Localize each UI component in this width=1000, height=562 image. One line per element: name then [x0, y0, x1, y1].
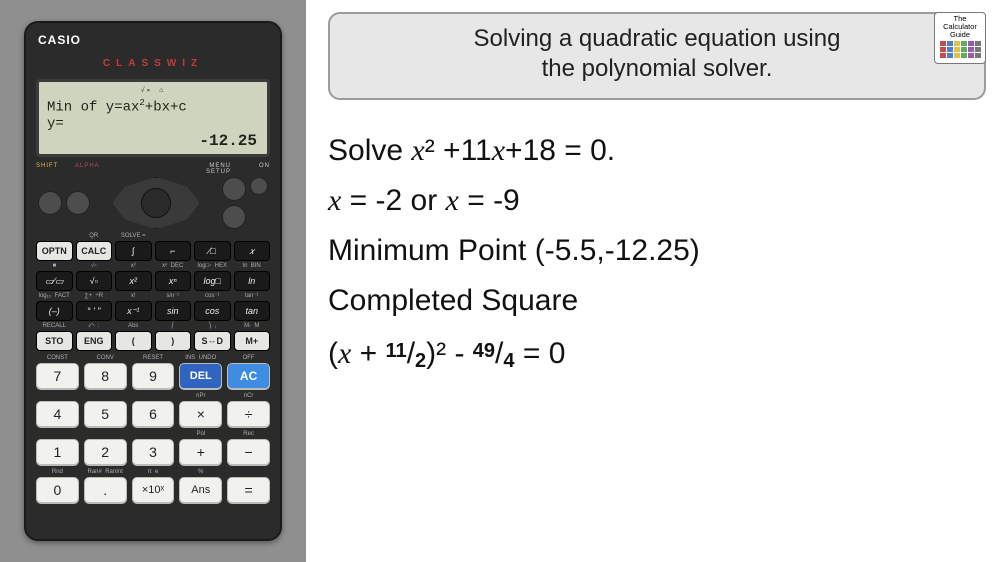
- nav-cluster: [36, 175, 270, 231]
- key-[interactable]: ÷: [227, 401, 270, 427]
- key-4[interactable]: 4: [36, 401, 79, 427]
- fn-key-eng[interactable]: ENG: [76, 331, 113, 351]
- shift-button[interactable]: [38, 191, 62, 215]
- top-btn-labels: SHIFT ALPHA MENU SETUP ON: [36, 163, 270, 175]
- key-[interactable]: =: [227, 477, 270, 503]
- fn-key-x[interactable]: x²: [115, 271, 152, 291]
- fn-key-ln[interactable]: ln: [234, 271, 271, 291]
- fn-key-x[interactable]: x⁻¹: [115, 301, 152, 321]
- key-5[interactable]: 5: [84, 401, 127, 427]
- fn-key-calc[interactable]: CALC: [76, 241, 113, 261]
- fn-key-[interactable]: ∫: [115, 241, 152, 261]
- fn-key-sto[interactable]: STO: [36, 331, 73, 351]
- fn-key-[interactable]: 𝑥: [234, 241, 271, 261]
- key-9[interactable]: 9: [132, 363, 175, 389]
- calculator-guide-logo: The Calculator Guide: [934, 12, 986, 64]
- key-[interactable]: .: [84, 477, 127, 503]
- fn-key-[interactable]: ° ʹ ʺ: [76, 301, 113, 321]
- key-8[interactable]: 8: [84, 363, 127, 389]
- brand-label: CASIO: [38, 33, 81, 47]
- fn-key-[interactable]: ⁄□: [194, 241, 231, 261]
- fn-key-[interactable]: ): [155, 331, 192, 351]
- label-shift: SHIFT: [36, 163, 75, 175]
- logo-l3: Guide: [950, 31, 970, 39]
- key-1[interactable]: 1: [36, 439, 79, 465]
- key-del[interactable]: DEL: [179, 363, 222, 389]
- brand-row: CASIO: [36, 31, 270, 47]
- lcd-screen: √▸ ⌂ Min of y=ax2+bx+c y= -12.25: [36, 79, 270, 157]
- problem-line: Solve x² +11x+18 = 0.: [328, 126, 986, 176]
- fn-key-[interactable]: ▭⁄▭: [36, 271, 73, 291]
- title-box: Solving a quadratic equation using the p…: [328, 12, 986, 100]
- label-menu: MENU SETUP: [192, 163, 231, 175]
- completed-square-eq: (x + 11/2)² - 49/4 = 0: [328, 326, 986, 386]
- fn-key-[interactable]: √▫: [76, 271, 113, 291]
- fn-key-sin[interactable]: sin: [155, 301, 192, 321]
- number-key-area: CONSTCONVRESETINS UNDOOFF789DELACnPrnCr4…: [36, 351, 270, 503]
- series-row: CLASSWIZ: [36, 53, 270, 71]
- fn-key-cos[interactable]: cos: [194, 301, 231, 321]
- on-button[interactable]: [250, 177, 268, 195]
- key-[interactable]: ×: [179, 401, 222, 427]
- label-alpha: ALPHA: [75, 163, 114, 175]
- logo-keyboard-icon: [940, 41, 981, 58]
- lcd-status-icons: √▸ ⌂: [47, 86, 259, 95]
- key-10[interactable]: ×10ˣ: [132, 477, 175, 503]
- key-0[interactable]: 0: [36, 477, 79, 503]
- lcd-line-1: Min of y=ax2+bx+c: [47, 95, 259, 117]
- math-content: Solve x² +11x+18 = 0. x = -2 or x = -9 M…: [328, 100, 986, 386]
- key-6[interactable]: 6: [132, 401, 175, 427]
- menu-button[interactable]: [222, 177, 246, 201]
- minimum-point-line: Minimum Point (-5.5,-12.25): [328, 226, 986, 276]
- series-label: CLASSWIZ: [103, 58, 203, 69]
- key-[interactable]: +: [179, 439, 222, 465]
- setup-button[interactable]: [222, 205, 246, 229]
- dpad[interactable]: [112, 177, 200, 229]
- roots-line: x = -2 or x = -9: [328, 176, 986, 226]
- fn-key-x[interactable]: xⁿ: [155, 271, 192, 291]
- right-panel: Solving a quadratic equation using the p…: [306, 0, 1000, 562]
- key-2[interactable]: 2: [84, 439, 127, 465]
- alpha-button[interactable]: [66, 191, 90, 215]
- completed-square-heading: Completed Square: [328, 276, 986, 326]
- fn-key-[interactable]: (: [115, 331, 152, 351]
- fn-key-m[interactable]: M+: [234, 331, 271, 351]
- label-on: ON: [231, 163, 270, 175]
- title-line-1: Solving a quadratic equation using: [376, 24, 938, 54]
- key-ans[interactable]: Ans: [179, 477, 222, 503]
- calculator: CASIO CLASSWIZ √▸ ⌂ Min of y=ax2+bx+c y=…: [24, 21, 282, 541]
- fn-key-sd[interactable]: S⇔D: [194, 331, 231, 351]
- key-ac[interactable]: AC: [227, 363, 270, 389]
- title-line-2: the polynomial solver.: [376, 54, 938, 84]
- lcd-line-2: y=: [47, 117, 259, 132]
- lcd-result: -12.25: [199, 132, 257, 150]
- fn-key-[interactable]: (–): [36, 301, 73, 321]
- key-7[interactable]: 7: [36, 363, 79, 389]
- fn-key-[interactable]: ⌐: [155, 241, 192, 261]
- fn-key-tan[interactable]: tan: [234, 301, 271, 321]
- fn-key-optn[interactable]: OPTN: [36, 241, 73, 261]
- key-[interactable]: −: [227, 439, 270, 465]
- function-key-area: QRSOLVE =OPTNCALC∫⌐⁄□𝑥■√▫x²xⁿ DEClog□▫ H…: [36, 231, 270, 351]
- key-3[interactable]: 3: [132, 439, 175, 465]
- left-panel: CASIO CLASSWIZ √▸ ⌂ Min of y=ax2+bx+c y=…: [0, 0, 306, 562]
- fn-key-log[interactable]: log□: [194, 271, 231, 291]
